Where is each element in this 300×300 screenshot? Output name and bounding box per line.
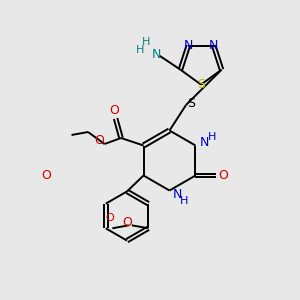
Text: O: O bbox=[109, 103, 119, 117]
Text: N: N bbox=[200, 136, 209, 149]
Text: O: O bbox=[42, 169, 51, 182]
Text: N: N bbox=[209, 39, 218, 52]
Text: S: S bbox=[188, 97, 195, 110]
Text: N: N bbox=[152, 47, 161, 61]
Text: O: O bbox=[122, 216, 132, 230]
Text: O: O bbox=[105, 213, 114, 223]
Text: O: O bbox=[218, 169, 228, 182]
Text: N: N bbox=[184, 39, 193, 52]
Text: O: O bbox=[94, 134, 104, 148]
Text: H: H bbox=[208, 131, 216, 142]
Text: H: H bbox=[142, 37, 150, 47]
Text: H: H bbox=[180, 196, 189, 206]
Text: N: N bbox=[172, 188, 182, 202]
Text: H: H bbox=[136, 44, 144, 55]
Text: S: S bbox=[197, 78, 205, 91]
